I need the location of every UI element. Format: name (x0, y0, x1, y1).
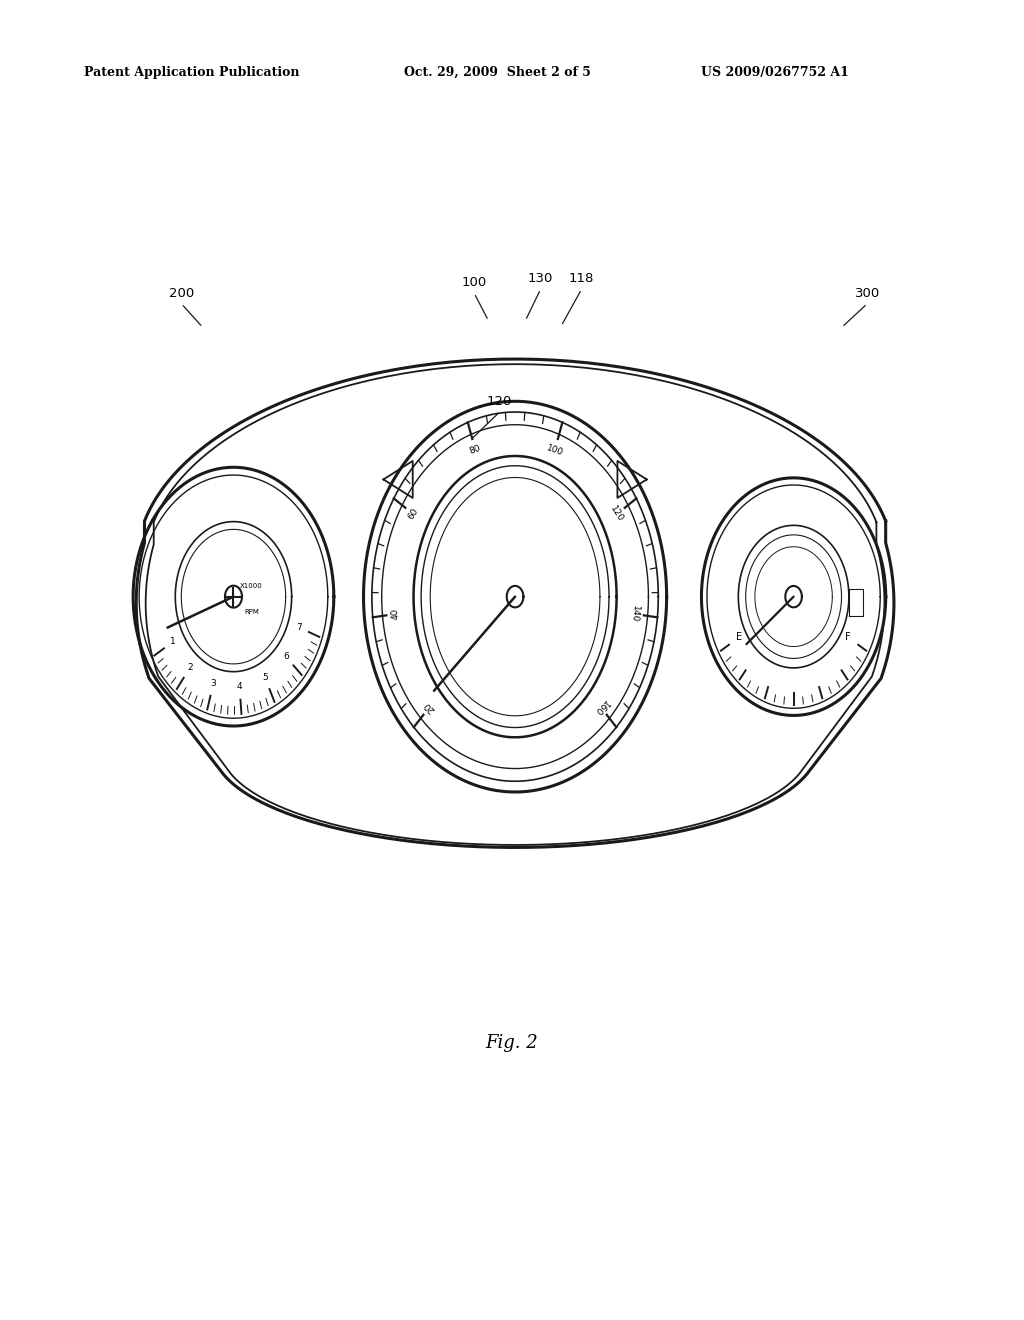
Text: 118: 118 (569, 272, 594, 285)
Text: 80: 80 (468, 444, 482, 457)
Text: 140: 140 (630, 605, 640, 623)
Text: RPM: RPM (244, 609, 259, 615)
Text: Patent Application Publication: Patent Application Publication (84, 66, 299, 79)
Text: X1000: X1000 (241, 583, 263, 589)
Text: 20: 20 (423, 700, 437, 714)
Text: 160: 160 (591, 697, 609, 715)
Text: US 2009/0267752 A1: US 2009/0267752 A1 (701, 66, 849, 79)
Text: 2: 2 (187, 663, 193, 672)
Text: 7: 7 (297, 623, 302, 632)
Text: 120: 120 (487, 395, 512, 408)
Text: 6: 6 (283, 652, 289, 661)
Text: 200: 200 (169, 286, 194, 300)
Text: 5: 5 (262, 673, 268, 682)
Text: Oct. 29, 2009  Sheet 2 of 5: Oct. 29, 2009 Sheet 2 of 5 (404, 66, 591, 79)
Text: 60: 60 (407, 507, 420, 521)
Text: 100: 100 (462, 276, 486, 289)
Text: 100: 100 (545, 444, 564, 457)
Text: 1: 1 (170, 638, 175, 647)
Text: F: F (845, 632, 851, 642)
Text: Fig. 2: Fig. 2 (485, 1034, 539, 1052)
Text: 130: 130 (528, 272, 553, 285)
Text: 40: 40 (390, 609, 400, 620)
Text: E: E (736, 632, 742, 642)
Text: 120: 120 (608, 504, 626, 524)
Text: 4: 4 (237, 682, 243, 692)
Text: 300: 300 (855, 286, 880, 300)
Text: 3: 3 (211, 678, 216, 688)
